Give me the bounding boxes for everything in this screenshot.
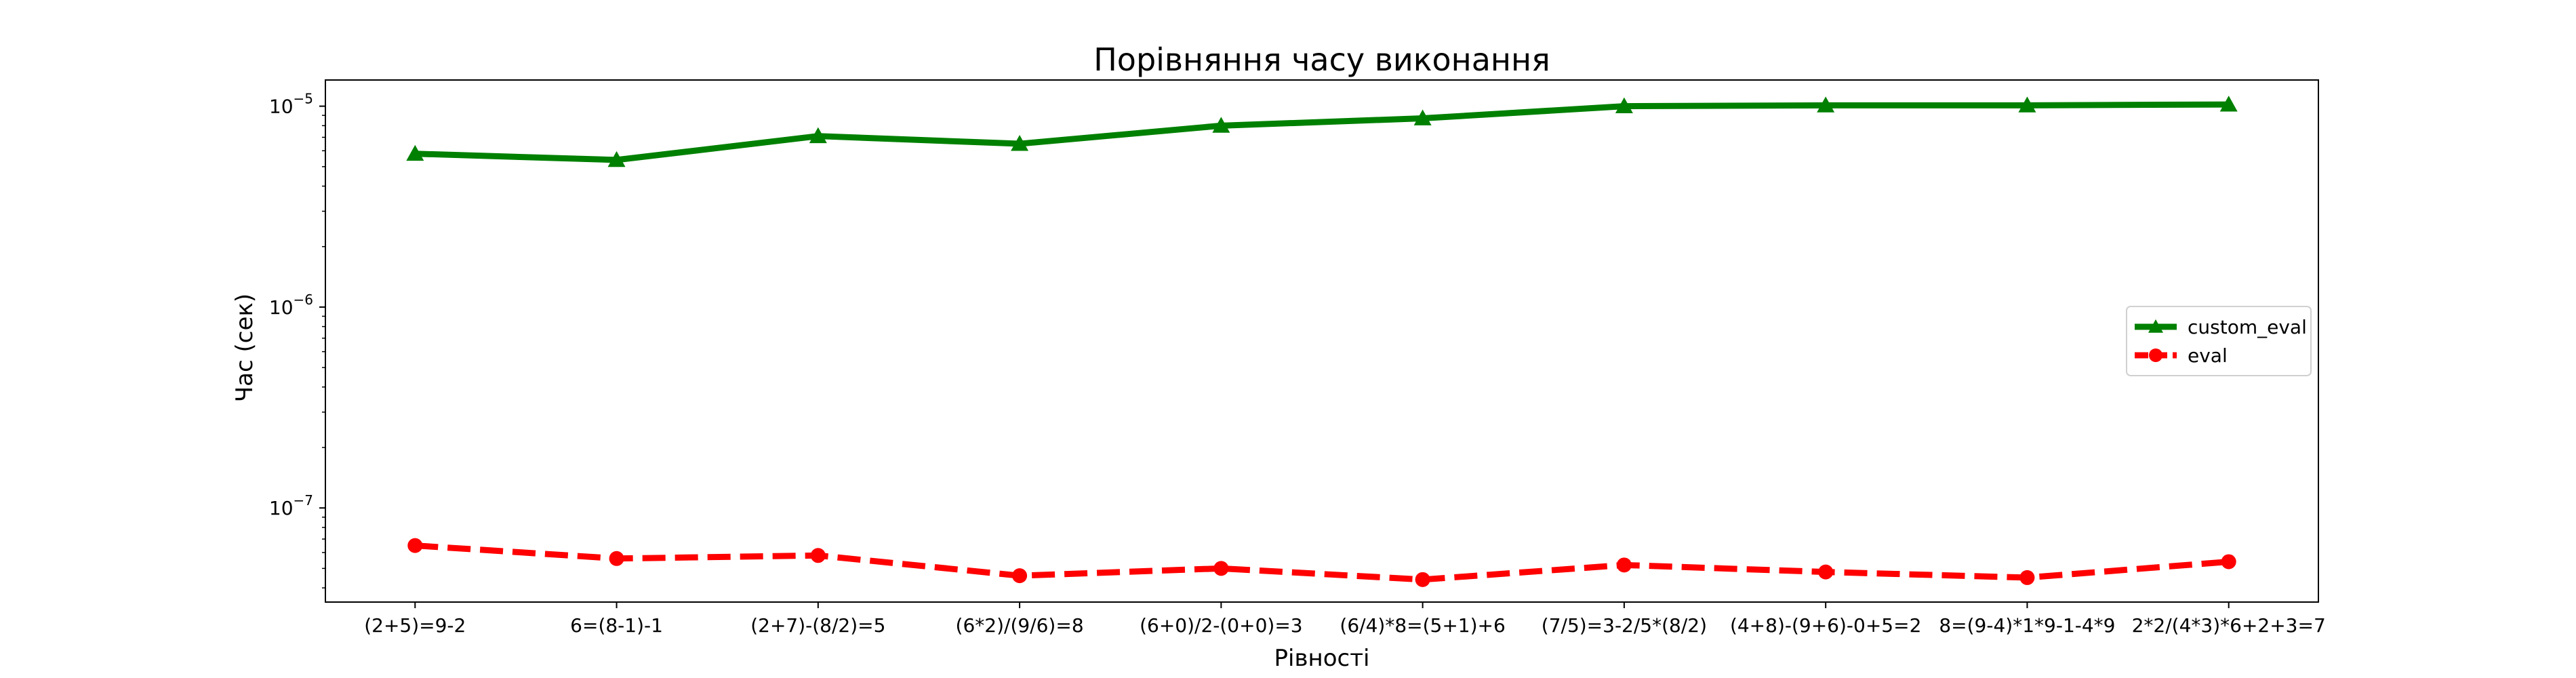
data-point	[2221, 554, 2236, 570]
data-point	[1818, 564, 1834, 580]
y-tick-base: 10	[269, 96, 294, 118]
x-tick-label: (2+5)=9-2	[364, 614, 466, 637]
data-point	[1012, 568, 1028, 584]
x-tick-label: (7/5)=3-2/5*(8/2)	[1542, 614, 1707, 637]
data-point	[1011, 135, 1029, 151]
x-tick-label: (6+0)/2-(0+0)=3	[1140, 614, 1303, 637]
y-tick-exponent: −6	[294, 292, 313, 308]
y-tick-label: 10−6	[269, 292, 313, 319]
data-point	[1413, 109, 1432, 125]
data-point	[1415, 572, 1430, 587]
data-point	[607, 151, 626, 167]
legend-label: eval	[2188, 344, 2228, 367]
series-layer	[406, 96, 2238, 587]
y-tick-exponent: −7	[294, 492, 313, 509]
x-axis-ticks: (2+5)=9-2 6=(8-1)-1 (2+7)-(8/2)=5 (6*2)/(9/…	[364, 602, 2326, 637]
data-point	[1212, 117, 1230, 133]
y-tick-label: 10−5	[269, 91, 313, 118]
data-point	[1213, 561, 1229, 576]
data-point	[2019, 570, 2035, 585]
data-point	[2018, 96, 2036, 113]
axes-frame	[325, 79, 2319, 603]
data-point	[810, 548, 826, 563]
data-point	[407, 538, 423, 553]
y-axis-ticks: 10−710−610−5	[269, 91, 325, 589]
data-point	[2219, 96, 2238, 112]
plot-area	[325, 79, 2319, 603]
x-tick-label: 6=(8-1)-1	[570, 614, 663, 637]
y-tick-base: 10	[269, 296, 294, 319]
series-line-eval	[415, 542, 2230, 583]
data-point	[1616, 557, 1632, 573]
legend-marker	[2149, 348, 2162, 362]
data-point	[809, 127, 827, 144]
x-axis-label: Рівності	[1274, 645, 1370, 672]
data-point	[406, 144, 424, 161]
data-point	[609, 551, 624, 566]
y-tick-exponent: −5	[294, 91, 313, 107]
data-point	[1615, 97, 1633, 114]
data-point	[1817, 96, 1835, 113]
legend-marker	[2148, 319, 2163, 333]
y-tick-label: 10−7	[269, 492, 313, 519]
y-tick-base: 10	[269, 497, 294, 519]
x-tick-label: 2*2/(4*3)*6+2+3=7	[2132, 614, 2326, 637]
chart-title: Порівняння часу виконання	[1093, 41, 1550, 78]
x-tick-label: (6*2)/(9/6)=8	[956, 614, 1084, 637]
x-tick-label: 8=(9-4)*1*9-1-4*9	[1939, 614, 2115, 637]
legend-label: custom_eval	[2188, 316, 2307, 338]
series-line-custom-eval	[415, 101, 2229, 163]
x-tick-label: (2+7)-(8/2)=5	[750, 614, 885, 637]
x-tick-label: (4+8)-(9+6)-0+5=2	[1730, 614, 1921, 637]
y-axis-label: Час (сек)	[231, 294, 258, 402]
x-tick-label: (6/4)*8=(5+1)+6	[1340, 614, 1505, 637]
